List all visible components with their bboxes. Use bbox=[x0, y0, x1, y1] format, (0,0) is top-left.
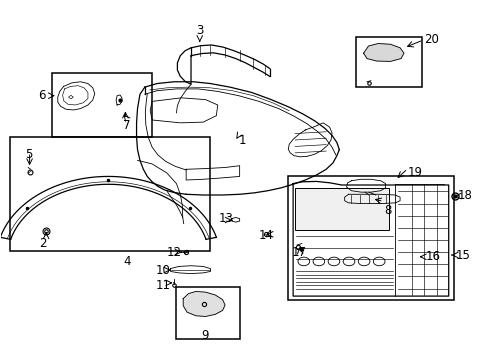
Text: 7: 7 bbox=[123, 118, 130, 131]
Text: 9: 9 bbox=[201, 329, 208, 342]
Text: 4: 4 bbox=[123, 255, 130, 268]
Bar bbox=[294, 188, 388, 230]
Bar bbox=[10, 137, 210, 251]
Text: 8: 8 bbox=[384, 204, 391, 217]
Text: 19: 19 bbox=[407, 166, 422, 179]
Bar bbox=[356, 37, 421, 87]
Text: 1: 1 bbox=[238, 134, 245, 147]
Bar bbox=[176, 287, 239, 339]
Text: 16: 16 bbox=[425, 250, 440, 263]
Bar bbox=[287, 176, 453, 300]
Text: 17: 17 bbox=[291, 246, 306, 258]
Text: 14: 14 bbox=[259, 229, 274, 242]
Text: 3: 3 bbox=[196, 24, 203, 37]
Polygon shape bbox=[363, 44, 403, 62]
Text: 18: 18 bbox=[457, 189, 471, 202]
Text: 12: 12 bbox=[166, 246, 182, 258]
Text: 15: 15 bbox=[455, 248, 469, 261]
Text: 11: 11 bbox=[156, 279, 171, 292]
Bar bbox=[52, 73, 152, 137]
Text: 10: 10 bbox=[156, 264, 170, 276]
Text: 20: 20 bbox=[424, 33, 438, 46]
Text: 13: 13 bbox=[218, 212, 233, 225]
Text: 5: 5 bbox=[25, 148, 32, 161]
Polygon shape bbox=[183, 292, 224, 316]
Text: 6: 6 bbox=[39, 89, 46, 102]
Text: 2: 2 bbox=[39, 237, 46, 250]
